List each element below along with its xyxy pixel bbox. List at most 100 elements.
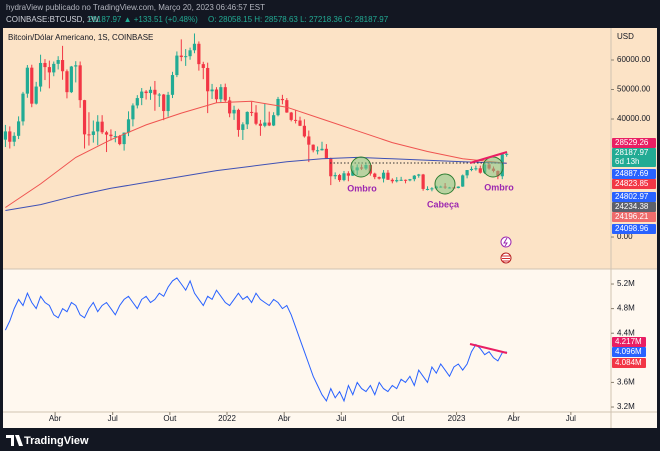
- price-badge: [612, 138, 656, 148]
- candle-body: [272, 115, 276, 126]
- series-line: [5, 156, 507, 211]
- event-icon[interactable]: [500, 236, 512, 248]
- candle-body: [166, 94, 170, 112]
- candle-body: [315, 150, 320, 152]
- price-badge-countdown: 6d 13h: [615, 157, 639, 166]
- candle-body: [135, 98, 139, 106]
- x-tick-label: Jul: [336, 414, 346, 423]
- price-badge: [612, 212, 656, 222]
- candle-body: [12, 135, 16, 142]
- logo: [6, 435, 23, 446]
- candle-body: [201, 64, 205, 68]
- ohlc: O: 28058.15 H: 28578.63 L: 27218.36 C: 2…: [208, 15, 389, 24]
- candle-body: [34, 86, 38, 104]
- symbol: COINBASE:BTCUSD, 1W: [6, 15, 99, 24]
- pattern-circle: [482, 156, 504, 178]
- candle-body: [162, 94, 166, 112]
- candle-body: [425, 188, 430, 190]
- price-badge: [612, 169, 656, 179]
- event-icon-glyph: [503, 237, 508, 247]
- candle-body: [175, 55, 179, 76]
- candle-body: [324, 148, 328, 159]
- trend-line: [469, 343, 508, 354]
- candle-body: [408, 179, 412, 181]
- y-tick-label: 60000.00: [617, 55, 651, 64]
- candle-body: [346, 173, 350, 176]
- x-tick-label: 2023: [448, 414, 466, 423]
- price-badge: [612, 179, 656, 189]
- publisher: hydraView publicado no TradingView.com, …: [6, 3, 265, 12]
- candle-body: [263, 122, 267, 126]
- candle-body: [52, 63, 56, 73]
- candle-body: [214, 89, 219, 100]
- series-line: [5, 100, 507, 208]
- y-tick-label: 3.6M: [617, 378, 635, 387]
- candle-body: [60, 60, 65, 72]
- indicator-pane: [3, 269, 657, 428]
- candle-body: [258, 123, 263, 126]
- candle-body: [109, 134, 113, 137]
- y-tick-label: 5.2M: [617, 279, 635, 288]
- candle-body: [91, 131, 95, 135]
- candle-body: [320, 148, 324, 151]
- candle-body: [16, 121, 21, 136]
- candle-body: [245, 111, 249, 125]
- candle-body: [118, 136, 122, 145]
- price-badge-label: 24887.69: [615, 169, 649, 178]
- candle-body: [342, 173, 346, 181]
- candle-body: [232, 109, 236, 114]
- candle-body: [267, 122, 271, 126]
- candle-body: [399, 179, 403, 181]
- quote: 28187.97 ▲ +133.51 (+0.48%): [88, 15, 198, 24]
- candle-body: [373, 173, 377, 178]
- annotation: Cabeça: [427, 199, 460, 209]
- axis-unit: USD: [617, 32, 634, 41]
- value-badge: [612, 337, 646, 347]
- candle-body: [219, 87, 223, 100]
- x-tick-label: Abr: [507, 414, 520, 423]
- candle-body: [210, 89, 214, 92]
- candle-body: [421, 174, 425, 189]
- x-tick-label: Jul: [108, 414, 118, 423]
- candle-body: [122, 132, 126, 145]
- price-pane: [3, 28, 657, 269]
- candle-body: [30, 67, 34, 104]
- series-line: [4, 277, 507, 403]
- candle-body: [241, 124, 245, 130]
- candle-body: [329, 158, 333, 177]
- chart-title: Bitcoin/Dólar Americano, 1S, COINBASE: [8, 33, 153, 42]
- candle-body: [505, 153, 509, 155]
- candle-body: [280, 98, 285, 101]
- candle-body: [144, 91, 148, 94]
- value-badge-label: 4.084M: [615, 358, 642, 367]
- price-badge-label: 28529.26: [615, 138, 649, 147]
- annotation: Ombro: [347, 183, 377, 193]
- x-tick-label: Out: [392, 414, 406, 423]
- candle-body: [184, 56, 188, 58]
- candle-body: [65, 71, 69, 93]
- candle-body: [395, 180, 399, 182]
- candle-body: [254, 112, 258, 124]
- candle-body: [236, 109, 241, 130]
- candle-body: [311, 144, 315, 151]
- candle-body: [412, 175, 416, 180]
- x-tick-label: Abr: [49, 414, 62, 423]
- candle-body: [417, 174, 421, 176]
- price-badge-label: 24802.97: [615, 192, 649, 201]
- candle-body: [289, 112, 293, 120]
- candle-body: [223, 87, 227, 101]
- y-tick-label: 50000.00: [617, 85, 651, 94]
- y-tick-label: 0.00: [617, 232, 633, 241]
- pattern-circle: [434, 173, 456, 195]
- candle-body: [337, 175, 342, 181]
- x-tick-label: Abr: [278, 414, 291, 423]
- candle-body: [38, 62, 43, 87]
- candle-body: [474, 168, 478, 170]
- candle-body: [113, 136, 117, 138]
- candle-body: [56, 60, 60, 64]
- price-badge-label: 24234.38: [615, 202, 649, 211]
- candle-body: [43, 62, 47, 68]
- price-badge-label: 28187.97: [615, 148, 649, 157]
